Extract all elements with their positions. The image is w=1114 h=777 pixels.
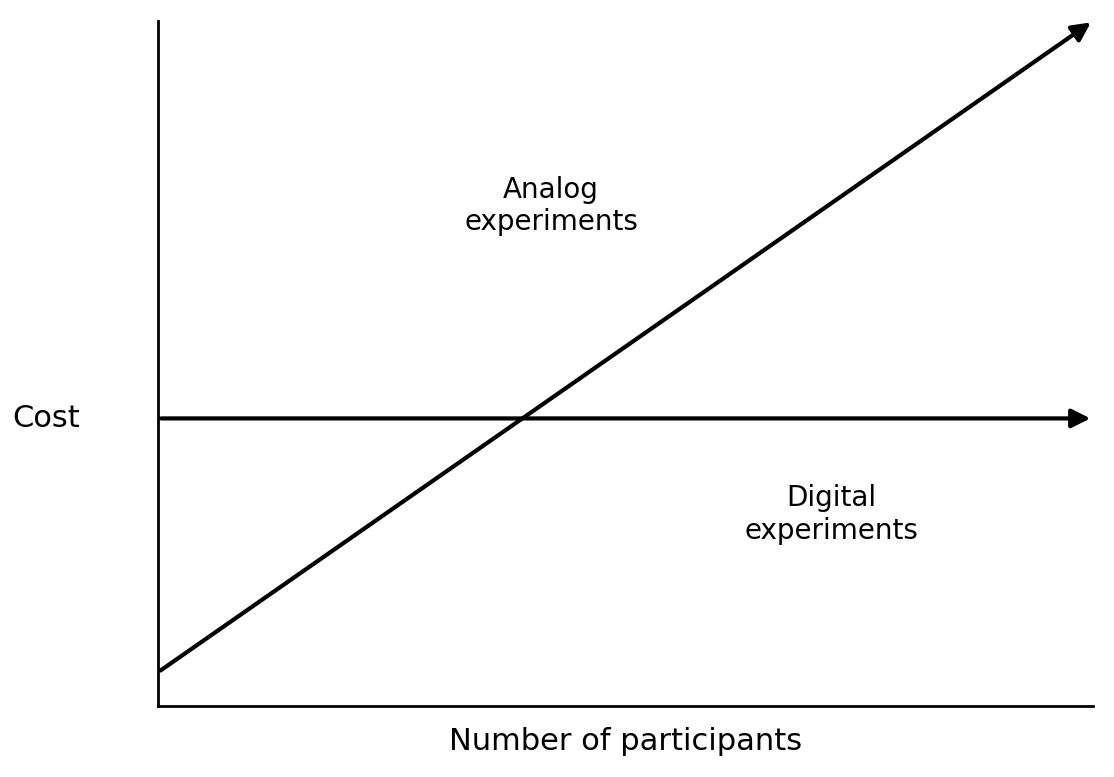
Text: Digital
experiments: Digital experiments [744, 484, 918, 545]
Text: Cost: Cost [12, 404, 80, 433]
X-axis label: Number of participants: Number of participants [449, 727, 802, 756]
Text: Analog
experiments: Analog experiments [465, 176, 638, 236]
